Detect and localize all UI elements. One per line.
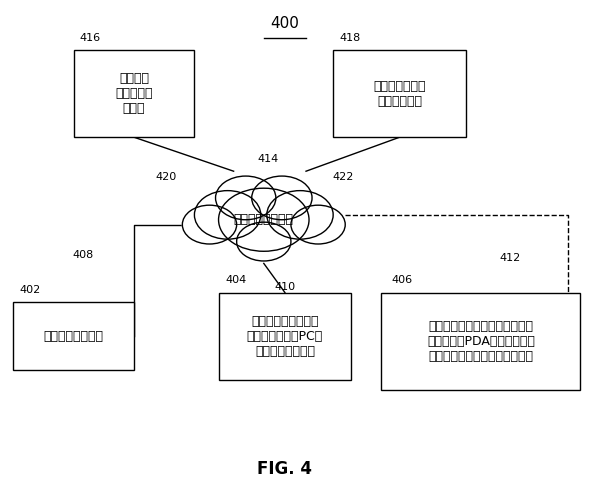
FancyBboxPatch shape bbox=[13, 302, 134, 370]
FancyBboxPatch shape bbox=[74, 50, 195, 137]
Text: 422: 422 bbox=[332, 172, 353, 182]
Ellipse shape bbox=[216, 176, 276, 220]
Text: FIG. 4: FIG. 4 bbox=[258, 460, 313, 478]
FancyBboxPatch shape bbox=[333, 50, 466, 137]
Text: 通信ネットワーク: 通信ネットワーク bbox=[234, 213, 294, 226]
FancyBboxPatch shape bbox=[219, 292, 351, 380]
Text: 400: 400 bbox=[270, 16, 299, 31]
Text: メディアガイド
データソース: メディアガイド データソース bbox=[373, 80, 426, 107]
Ellipse shape bbox=[219, 188, 309, 251]
Text: 402: 402 bbox=[19, 285, 41, 295]
Text: 412: 412 bbox=[499, 253, 521, 263]
Text: 406: 406 bbox=[391, 275, 413, 285]
FancyBboxPatch shape bbox=[381, 292, 581, 389]
Ellipse shape bbox=[195, 191, 261, 239]
Text: 420: 420 bbox=[155, 172, 176, 182]
Ellipse shape bbox=[267, 191, 333, 239]
Text: ワイヤレスユーザ通信デバイス
（例えば、PDA、携帯電話、
ポータブルビデオプレーヤ等）: ワイヤレスユーザ通信デバイス （例えば、PDA、携帯電話、 ポータブルビデオプレ… bbox=[427, 320, 535, 363]
Text: メディア
コンテンツ
ソース: メディア コンテンツ ソース bbox=[115, 72, 153, 115]
Ellipse shape bbox=[291, 205, 345, 244]
Text: 414: 414 bbox=[258, 154, 279, 164]
Ellipse shape bbox=[182, 205, 237, 244]
Text: 408: 408 bbox=[73, 250, 94, 260]
Text: 416: 416 bbox=[80, 33, 101, 42]
Text: ユーザテレビ機器: ユーザテレビ機器 bbox=[44, 330, 104, 343]
Ellipse shape bbox=[237, 222, 291, 261]
Text: 404: 404 bbox=[225, 275, 247, 285]
Text: 410: 410 bbox=[274, 282, 295, 292]
Text: ユーザコンピュータ
機器（例えば、PC、
ラップトップ等）: ユーザコンピュータ 機器（例えば、PC、 ラップトップ等） bbox=[247, 315, 323, 358]
Text: 418: 418 bbox=[340, 33, 361, 42]
Ellipse shape bbox=[251, 176, 312, 220]
